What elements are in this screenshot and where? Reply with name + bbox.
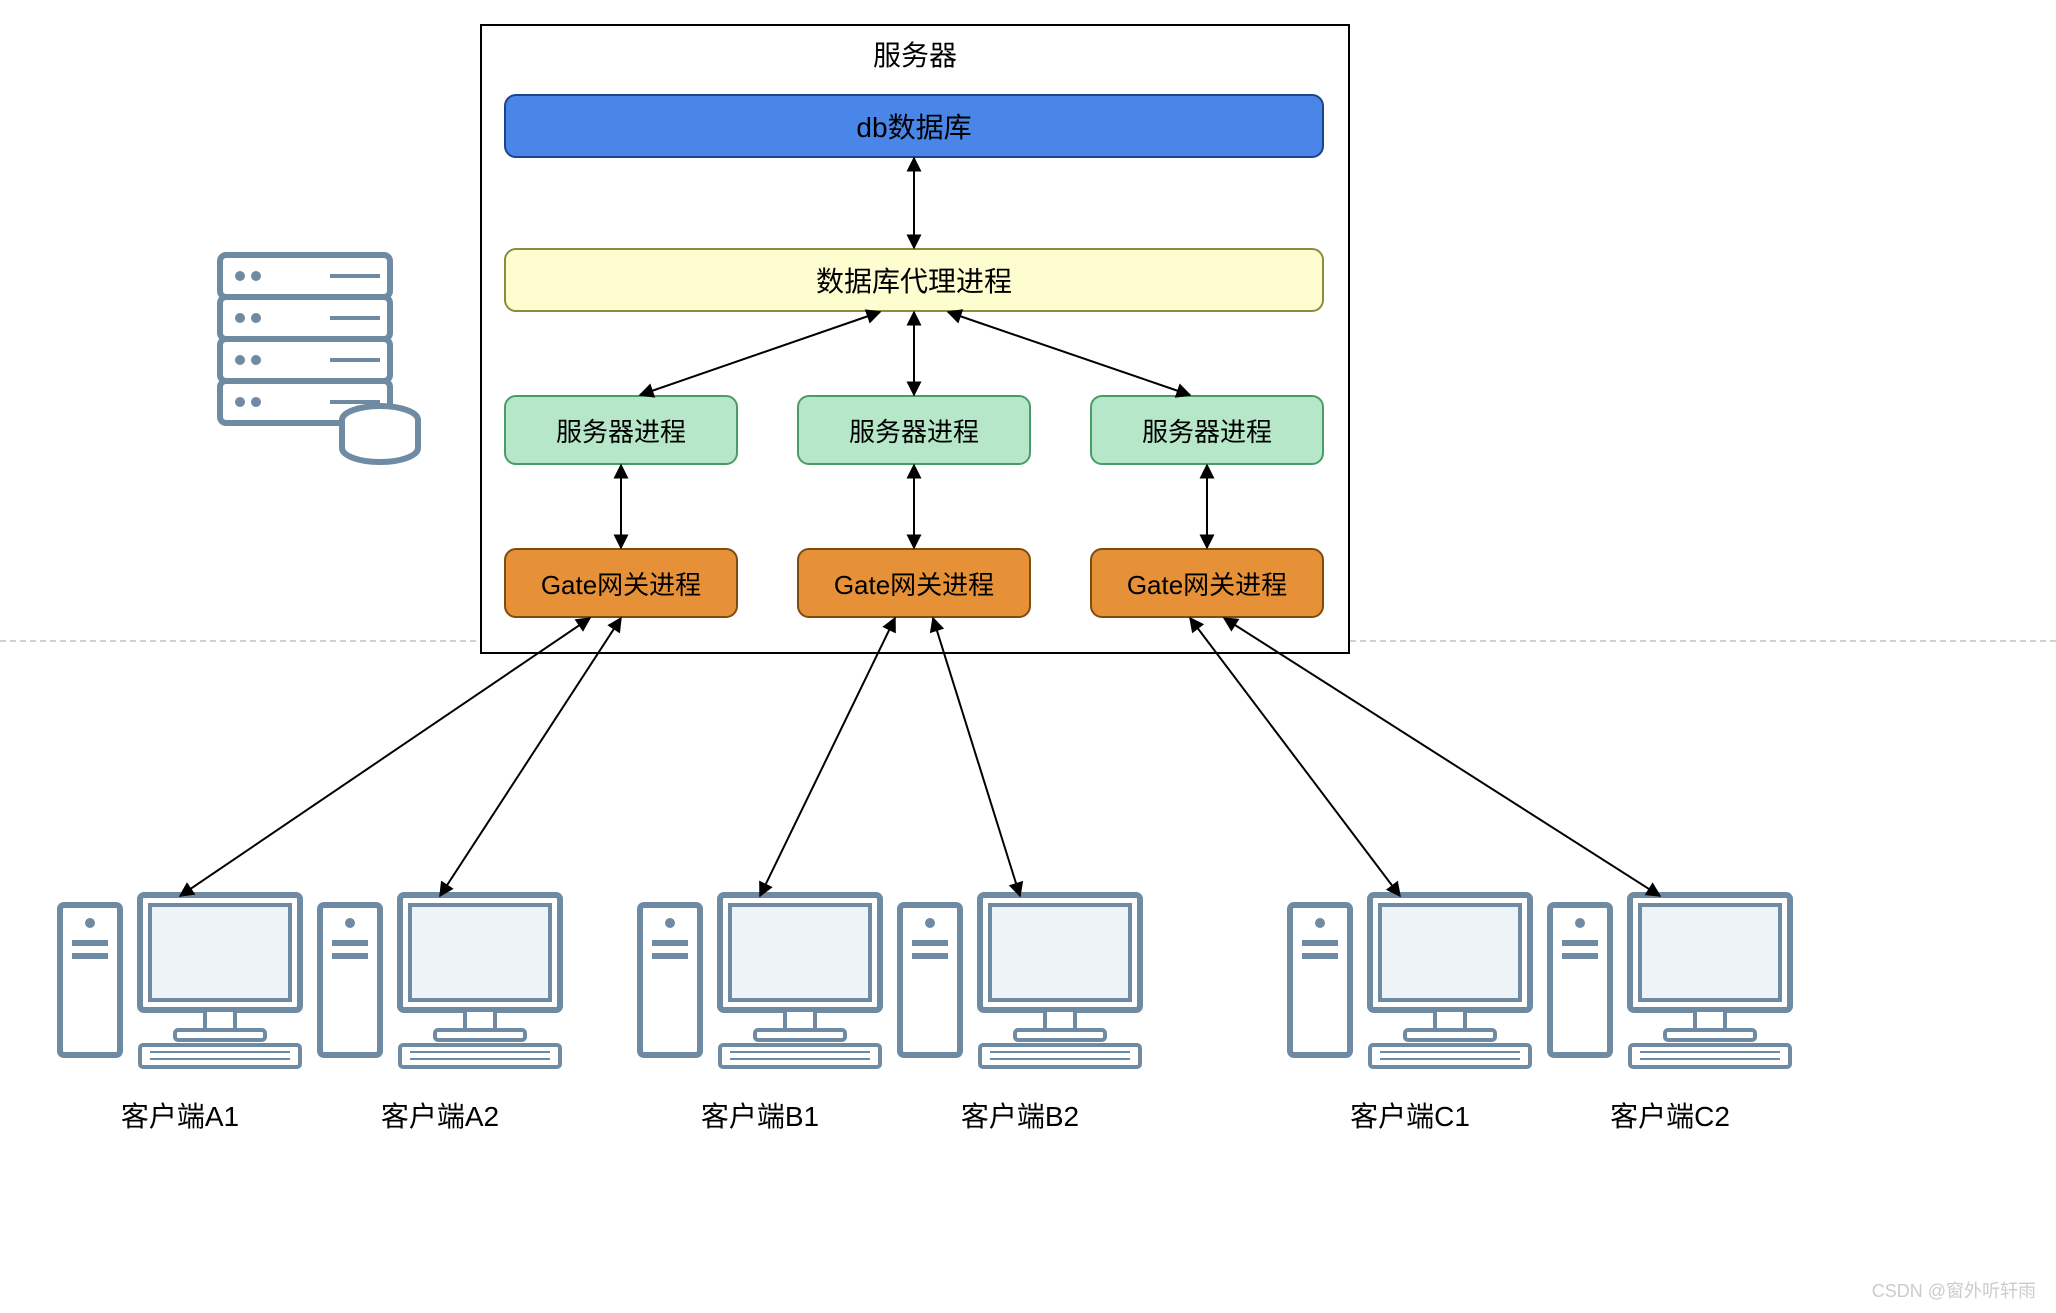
watermark: CSDN @窗外听轩雨 [1872, 1277, 2036, 1303]
gate-1: Gate网关进程 [504, 548, 738, 618]
client-c_b1 [630, 885, 890, 1090]
gate-1-label: Gate网关进程 [541, 565, 701, 602]
client-c_c2 [1540, 885, 1800, 1090]
client-label: 客户端A1 [80, 1095, 280, 1135]
client-label: 客户端A2 [340, 1095, 540, 1135]
server-proc-2: 服务器进程 [797, 395, 1031, 465]
edge [933, 618, 1020, 896]
server-proc-2-label: 服务器进程 [849, 412, 979, 449]
client-c_a2 [310, 885, 570, 1090]
client-label: 客户端C2 [1570, 1095, 1770, 1135]
gate-3: Gate网关进程 [1090, 548, 1324, 618]
computer-icon [890, 885, 1150, 1085]
computer-icon [1540, 885, 1800, 1085]
client-c_a1 [50, 885, 310, 1090]
server-proc-3-label: 服务器进程 [1142, 412, 1272, 449]
computer-icon [1280, 885, 1540, 1085]
gate-2-label: Gate网关进程 [834, 565, 994, 602]
edge [760, 618, 895, 896]
server-rack-icon [210, 245, 430, 480]
computer-icon [310, 885, 570, 1085]
edge [440, 618, 621, 896]
client-c_c1 [1280, 885, 1540, 1090]
server-proc-1: 服务器进程 [504, 395, 738, 465]
client-label: 客户端C1 [1310, 1095, 1510, 1135]
computer-icon [630, 885, 890, 1085]
server-title: 服务器 [482, 26, 1348, 74]
gate-2: Gate网关进程 [797, 548, 1031, 618]
proxy-label: 数据库代理进程 [816, 260, 1012, 300]
computer-icon [50, 885, 310, 1085]
client-label: 客户端B2 [920, 1095, 1120, 1135]
edge [1224, 618, 1660, 896]
server-proc-1-label: 服务器进程 [556, 412, 686, 449]
edge [1190, 618, 1400, 896]
server-proc-3: 服务器进程 [1090, 395, 1324, 465]
edge [180, 618, 590, 896]
proxy-box: 数据库代理进程 [504, 248, 1324, 312]
db-label: db数据库 [856, 106, 971, 146]
client-c_b2 [890, 885, 1150, 1090]
db-box: db数据库 [504, 94, 1324, 158]
gate-3-label: Gate网关进程 [1127, 565, 1287, 602]
client-label: 客户端B1 [660, 1095, 860, 1135]
